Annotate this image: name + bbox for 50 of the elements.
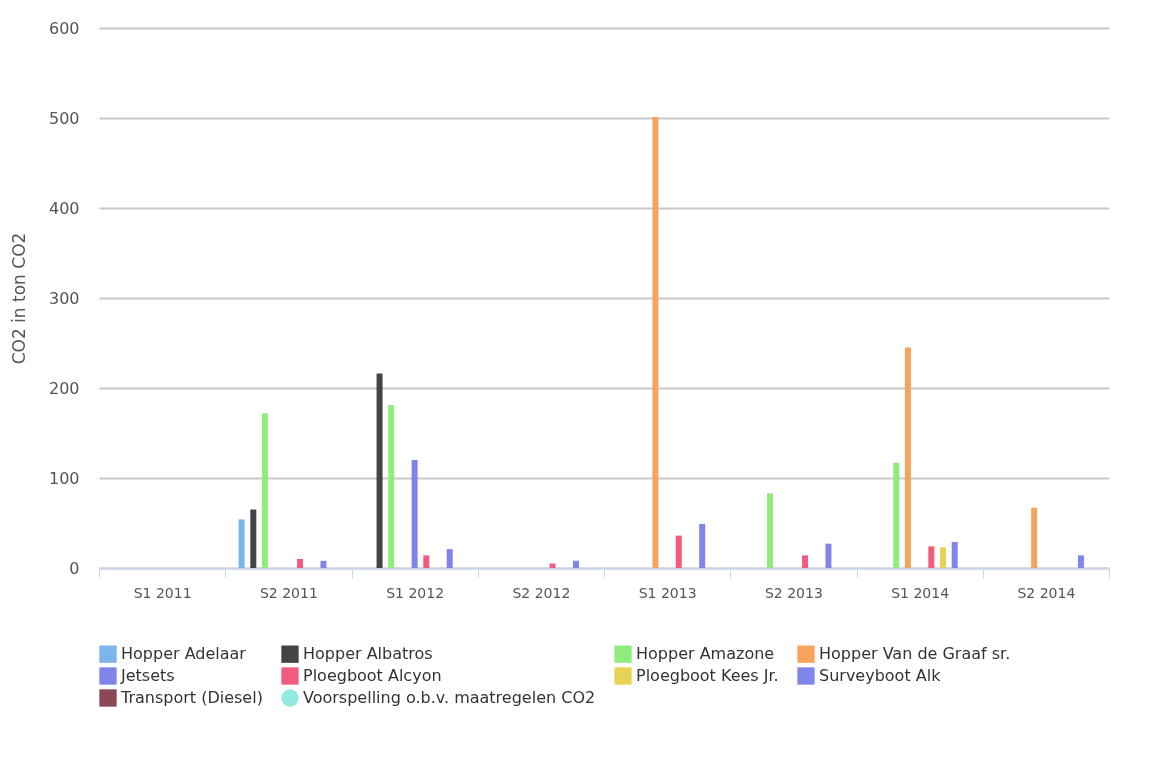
y-tick-label: 0 xyxy=(69,558,80,578)
x-tick-label: S2 2014 xyxy=(1017,584,1076,601)
bar xyxy=(297,559,304,568)
legend-label: Jetsets xyxy=(120,666,175,685)
bar xyxy=(572,560,579,568)
x-tick-label: S2 2013 xyxy=(764,584,823,601)
bar xyxy=(940,547,946,568)
bar xyxy=(388,405,395,568)
y-tick-label: 100 xyxy=(48,468,80,488)
bar xyxy=(238,519,245,568)
legend-label: Ploegboot Alcyon xyxy=(303,666,442,685)
y-tick-label: 500 xyxy=(48,108,80,128)
legend-label: Ploegboot Kees Jr. xyxy=(636,666,779,685)
legend-label: Hopper Adelaar xyxy=(121,644,247,664)
bar xyxy=(250,509,257,568)
bar xyxy=(423,555,430,568)
y-axis-title: CO2 in ton CO2 xyxy=(8,232,29,365)
x-tick-label: S1 2013 xyxy=(638,584,697,601)
bar xyxy=(802,555,809,568)
x-tick-label: S1 2012 xyxy=(386,584,445,601)
bar xyxy=(825,543,832,568)
x-tick-label: S1 2011 xyxy=(133,584,192,601)
legend-label: Surveyboot Alk xyxy=(819,666,942,685)
bar xyxy=(699,523,706,568)
bar xyxy=(893,462,900,568)
bar xyxy=(767,493,773,568)
bar xyxy=(1077,555,1084,568)
bar xyxy=(652,117,659,568)
bar xyxy=(1031,507,1038,568)
legend-label: Hopper Albatros xyxy=(303,644,433,664)
x-tick-label: S1 2014 xyxy=(891,584,950,601)
legend-label: Hopper Van de Graaf sr. xyxy=(819,644,1011,664)
bar xyxy=(904,347,911,568)
y-tick-label: 400 xyxy=(48,198,80,218)
bar xyxy=(446,549,453,568)
bar xyxy=(675,535,682,568)
bar xyxy=(320,560,327,568)
bar xyxy=(951,541,958,568)
legend-label: Transport (Diesel) xyxy=(120,688,263,707)
x-tick-label: S2 2012 xyxy=(512,584,571,601)
legend-label: Hopper Amazone xyxy=(636,644,775,664)
bar xyxy=(411,460,418,568)
bar xyxy=(376,373,383,568)
bar xyxy=(928,546,935,568)
y-tick-label: 200 xyxy=(48,378,80,398)
y-tick-label: 600 xyxy=(48,18,80,38)
legend-label: Voorspelling o.b.v. maatregelen CO2 xyxy=(303,688,596,707)
bar xyxy=(262,413,268,568)
y-tick-label: 300 xyxy=(48,288,80,308)
x-tick-label: S2 2011 xyxy=(259,584,318,601)
